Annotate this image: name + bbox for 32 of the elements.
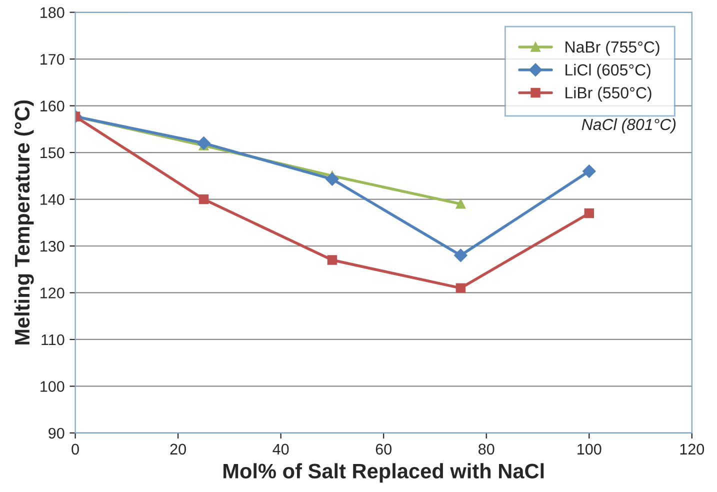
y-tick-label: 140: [40, 194, 64, 205]
y-tick-label: 100: [40, 381, 64, 392]
y-tick-label: 110: [42, 334, 64, 346]
y-tick-label: 170: [40, 54, 64, 65]
x-tick-label: 20: [170, 444, 186, 455]
annotation: NaCl (801°C): [582, 118, 676, 134]
x-tick-label: 80: [478, 444, 494, 455]
x-tick-label: 60: [376, 444, 392, 455]
legend-label: LiCl (605°C): [566, 64, 650, 79]
x-tick-label: 0: [72, 444, 79, 455]
point: [454, 248, 468, 262]
x-tick-label: 40: [272, 444, 289, 455]
y-axis-title: Melting Temperature (°C): [14, 100, 34, 344]
point: [327, 255, 338, 265]
y-tick-label: 90: [48, 428, 64, 439]
point: [582, 164, 596, 178]
x-axis-title: Mol% of Salt Replaced with NaCl: [224, 463, 544, 483]
y-tick-label: 130: [40, 240, 64, 252]
point: [326, 172, 339, 186]
legend-label: LiBr (550°C): [566, 86, 652, 102]
y-tick-label: 120: [40, 288, 64, 298]
y-tick-label: 160: [40, 100, 64, 112]
x-tick-label: 120: [680, 444, 704, 455]
point: [198, 194, 209, 204]
point: [197, 136, 210, 150]
point: [456, 199, 466, 209]
legend-label: NaBr (755°C): [566, 40, 660, 56]
point: [584, 208, 594, 218]
y-tick-label: 150: [40, 147, 64, 158]
point: [456, 283, 466, 293]
y-tick-label: 180: [40, 7, 64, 18]
x-tick-label: 100: [578, 444, 602, 455]
